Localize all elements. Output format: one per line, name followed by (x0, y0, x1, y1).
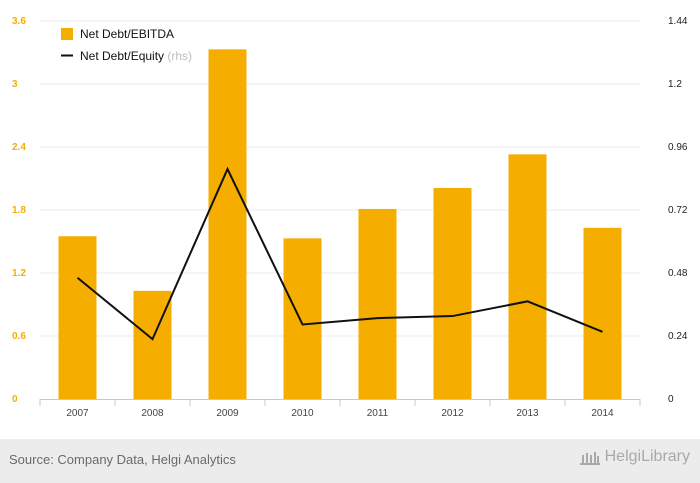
y-left-tick-label: 0 (12, 394, 18, 405)
bar-series-net-debt-ebitda (58, 49, 622, 399)
bar-2009 (208, 49, 247, 399)
bar-2010 (283, 238, 322, 399)
y-right-tick-label: 0.48 (668, 268, 688, 279)
gridlines (40, 20, 640, 337)
x-tick-label: 2014 (591, 408, 614, 419)
legend-label-net-debt-ebitda: Net Debt/EBITDA (80, 27, 174, 41)
footer-bar: Source: Company Data, Helgi Analytics He… (0, 439, 700, 483)
axes: 0 0.6 1.2 1.8 2.4 3 3.6 0 0.24 0.48 0.72 0.96 1.2 1.4… (12, 16, 688, 419)
y-left-tick-label: 0.6 (12, 331, 26, 342)
combo-chart: 0 0.6 1.2 1.8 2.4 3 3.6 0 0.24 0.48 0.72 0.96 1.2 1.4… (12, 16, 688, 419)
y-right-tick-label: 0.72 (668, 205, 688, 216)
bar-2014 (583, 227, 622, 399)
line-series-net-debt-equity (76, 166, 603, 341)
x-tick-label: 2010 (291, 408, 314, 419)
x-tick-label: 2008 (141, 408, 164, 419)
brand-name: HelgiLibrary (604, 448, 690, 465)
legend-label-net-debt-equity: Net Debt/Equity (rhs) (80, 49, 192, 63)
bar-2013 (508, 154, 547, 399)
y-right-tick-label: 1.44 (668, 16, 688, 27)
x-tick-label: 2007 (66, 408, 89, 419)
x-tick-label: 2009 (216, 408, 239, 419)
legend: Net Debt/EBITDA Net Debt/Equity (rhs) (61, 27, 192, 63)
net-debt-equity-line (76, 166, 603, 341)
y-left-tick-label: 2.4 (12, 142, 26, 153)
x-tick-label: 2012 (441, 408, 464, 419)
legend-swatch-net-debt-ebitda (61, 28, 73, 40)
y-left-tick-label: 3 (12, 79, 18, 90)
x-tick-label: 2013 (516, 408, 539, 419)
brand-logo: HelgiLibrary (579, 448, 690, 466)
y-right-tick-label: 0 (668, 394, 674, 405)
y-left-tick-label: 1.8 (12, 205, 26, 216)
y-left-tick-label: 3.6 (12, 16, 26, 27)
library-building-icon (579, 452, 600, 465)
y-right-tick-label: 1.2 (668, 79, 682, 90)
y-right-tick-label: 0.24 (668, 331, 688, 342)
y-left-tick-label: 1.2 (12, 268, 26, 279)
x-tick-label: 2011 (367, 408, 389, 419)
bar-2011 (358, 208, 397, 399)
source-note: Source: Company Data, Helgi Analytics (9, 452, 236, 467)
bar-2012 (433, 187, 472, 399)
legend-rhs-note: (rhs) (167, 49, 192, 63)
bar-2007 (58, 236, 97, 399)
y-right-tick-label: 0.96 (668, 142, 688, 153)
